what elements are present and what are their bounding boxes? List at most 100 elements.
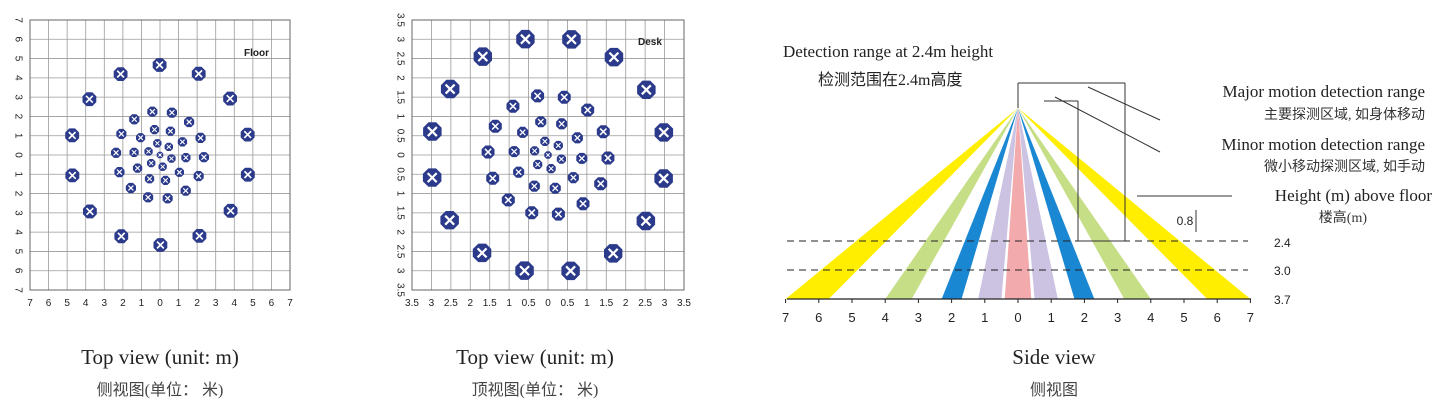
y-tick-label: 3 [394,37,405,43]
marker-cross-line [484,148,492,156]
marker-cross-line [131,116,138,123]
ground-tick-label: 3 [1114,310,1121,325]
y-tick-label: 1.5 [394,206,405,220]
floor-detection-marker [180,185,191,196]
desk-detection-marker [486,171,500,185]
floor-detection-marker [113,67,128,81]
marker-cross-line [566,34,577,45]
x-tick-label: 2 [468,298,474,309]
x-tick-label: 6 [269,298,275,309]
y-tick-label: 2.5 [394,244,405,258]
beam-minor-0.5-1.2-left [978,108,1018,299]
x-tick-label: 2 [194,298,200,309]
floor-detection-marker [223,91,237,106]
marker-cross-line [554,210,563,218]
height-label-zh: 楼高(m) [1319,209,1368,226]
desk-detection-marker [423,122,442,141]
floor-detection-marker [136,133,146,143]
floor-detection-marker [162,193,173,204]
major-range-label-zh: 主要探测区域, 如身体移动 [1264,107,1425,123]
desk-detection-marker [562,30,581,49]
height-value-3-7: 3.7 [1274,293,1291,307]
desk-detection-marker [567,172,579,184]
y-tick-label: 0 [394,152,405,158]
marker-cross-line [426,172,438,183]
y-tick-label: 2 [394,75,405,81]
floor-detection-marker [184,116,195,128]
floor-detection-marker [82,92,97,107]
beam-major-5.7-7-right [1018,108,1251,299]
marker-cross-line [548,166,554,172]
desk-detection-marker [551,207,565,221]
y-tick-label: 3 [12,210,23,216]
marker-cross-line [489,174,497,182]
y-tick-label: 6 [12,268,23,274]
marker-cross-line [604,154,612,162]
floor-surface-label: Floor [244,48,269,59]
y-tick-label: 3.5 [394,283,405,297]
major-range-label-en: Major motion detection range [1222,82,1425,101]
y-tick-label: 7 [12,17,23,23]
y-tick-label: 2.5 [394,52,405,66]
desk-detection-marker [422,168,442,187]
ground-tick-label: 0 [1014,310,1021,325]
floor-detection-marker [198,152,209,163]
marker-cross-line [186,119,193,125]
floor-detection-marker [83,204,97,219]
marker-cross-line [148,160,154,166]
grid-border [29,19,291,291]
ground-tick-label: 2 [948,310,955,325]
marker-cross-line [444,83,456,95]
floor-detection-marker [160,175,171,185]
marker-cross-line [579,200,587,208]
marker-cross-line [596,180,605,188]
marker-cross-line [169,156,174,161]
marker-cross-line [169,109,175,116]
ground-tick-label: 7 [1247,310,1254,325]
beam-major-3.2-4-left [885,108,1018,299]
height-value-2-4: 2.4 [1274,236,1291,250]
marker-cross-line [151,126,158,133]
x-tick-label: 7 [27,298,33,309]
ground-tick-label: 6 [815,310,822,325]
floor-detection-marker [165,126,176,136]
floor-detection-marker [166,107,177,118]
desk-detection-marker [581,103,595,117]
x-tick-label: 1 [584,298,590,309]
marker-cross-line [201,154,207,161]
y-tick-label: 0.5 [394,167,405,181]
x-tick-label: 3 [102,298,108,309]
desk-detection-marker [517,126,529,138]
height-value-3-0: 3.0 [1274,264,1291,278]
floor-detection-marker [240,167,255,182]
desk-detection-marker [594,177,608,191]
desk-detection-marker [513,166,525,178]
floor-detection-marker [174,167,184,177]
marker-cross-line [504,196,512,204]
floor-detection-marker [164,142,173,151]
desk-detection-marker [525,206,539,220]
y-tick-label: 3.5 [394,13,405,27]
side-view-caption-en: Side view [1012,345,1096,369]
marker-cross-line [641,84,652,96]
marker-cross-line [584,106,592,114]
ground-tick-label: 5 [848,310,855,325]
marker-cross-line [164,195,171,202]
x-tick-label: 2.5 [444,298,458,309]
ground-tick-label: 3 [915,310,922,325]
desk-detection-marker [533,159,543,170]
marker-cross-line [154,140,160,146]
marker-cross-line [520,33,531,45]
marker-cross-line [243,130,252,139]
floor-caption: Top view (unit: m) 侧视图(单位： 米) [10,345,310,400]
floor-detection-marker [240,127,255,142]
ground-tick-label: 5 [1180,310,1187,325]
marker-cross-line [560,93,568,101]
marker-cross-line [145,194,151,201]
major-label-leader [1087,86,1161,121]
desk-detection-marker [535,116,547,128]
marker-cross-line [658,173,669,184]
marker-cross-line [176,169,183,175]
desk-detection-marker [515,261,534,280]
